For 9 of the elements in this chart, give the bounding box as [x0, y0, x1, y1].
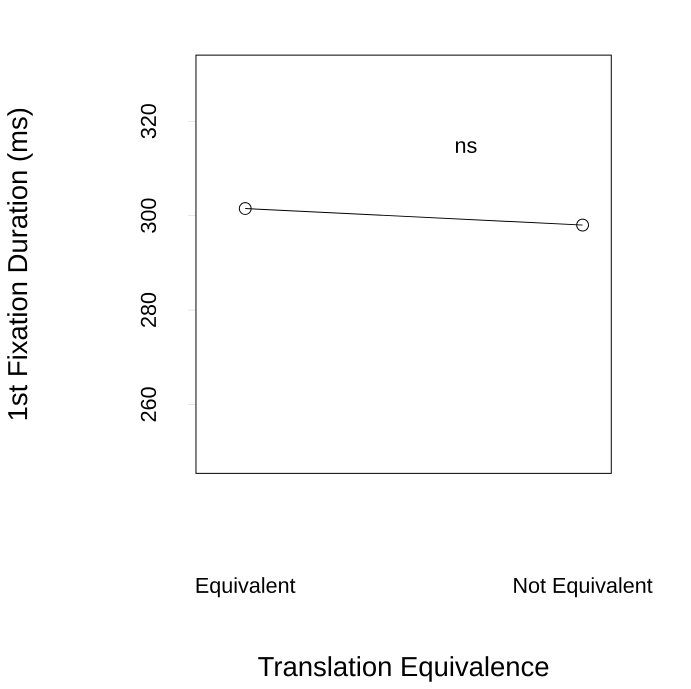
x-axis-title: Translation Equivalence [258, 656, 548, 682]
y-tick-label: 320 [140, 104, 156, 138]
y-tick-label: 260 [140, 387, 156, 422]
y-axis-title: 1st Fixation Duration (ms) [7, 108, 33, 420]
x-tick-label: Equivalent [196, 577, 296, 598]
y-tick-label: 280 [140, 292, 156, 327]
x-tick-label: Not Equivalent [514, 577, 653, 598]
annotation: ns [456, 141, 477, 154]
y-tick-label: 300 [140, 198, 156, 233]
